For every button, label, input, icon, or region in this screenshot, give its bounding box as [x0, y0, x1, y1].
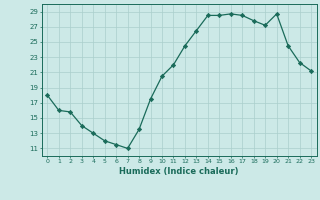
X-axis label: Humidex (Indice chaleur): Humidex (Indice chaleur) [119, 167, 239, 176]
